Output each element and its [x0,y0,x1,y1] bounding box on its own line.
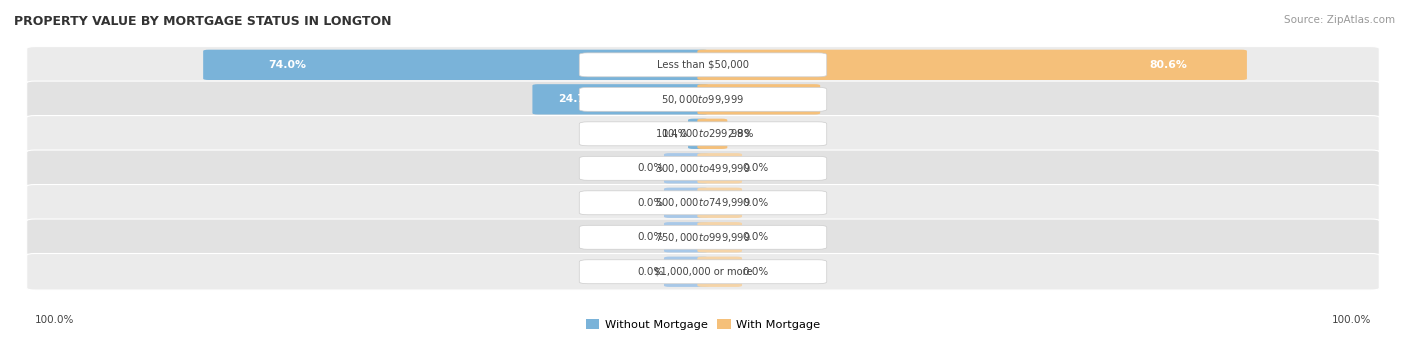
FancyBboxPatch shape [688,119,709,149]
Text: 100.0%: 100.0% [35,315,75,325]
Text: $750,000 to $999,999: $750,000 to $999,999 [655,231,751,244]
FancyBboxPatch shape [533,84,709,115]
Legend: Without Mortgage, With Mortgage: Without Mortgage, With Mortgage [581,314,825,334]
Text: Less than $50,000: Less than $50,000 [657,60,749,70]
Text: 80.6%: 80.6% [1150,60,1188,70]
Text: 24.7%: 24.7% [558,94,596,104]
FancyBboxPatch shape [204,50,709,80]
FancyBboxPatch shape [697,119,727,149]
Text: $1,000,000 or more: $1,000,000 or more [654,267,752,277]
Text: 0.0%: 0.0% [742,232,768,242]
Text: Source: ZipAtlas.com: Source: ZipAtlas.com [1284,15,1395,25]
FancyBboxPatch shape [697,84,820,115]
Text: 0.0%: 0.0% [742,163,768,173]
Text: 0.0%: 0.0% [638,198,664,208]
Text: 0.0%: 0.0% [742,198,768,208]
FancyBboxPatch shape [27,47,1379,83]
Text: $500,000 to $749,999: $500,000 to $749,999 [655,196,751,209]
FancyBboxPatch shape [579,53,827,77]
FancyBboxPatch shape [664,188,709,218]
FancyBboxPatch shape [579,191,827,215]
FancyBboxPatch shape [664,222,709,252]
FancyBboxPatch shape [579,122,827,146]
FancyBboxPatch shape [697,50,1247,80]
Text: 1.4%: 1.4% [662,129,688,139]
FancyBboxPatch shape [579,156,827,180]
FancyBboxPatch shape [579,225,827,249]
Text: $50,000 to $99,999: $50,000 to $99,999 [661,93,745,106]
FancyBboxPatch shape [664,257,709,287]
FancyBboxPatch shape [27,185,1379,221]
FancyBboxPatch shape [27,150,1379,187]
FancyBboxPatch shape [579,87,827,111]
Text: $100,000 to $299,999: $100,000 to $299,999 [655,127,751,140]
Text: 0.0%: 0.0% [742,267,768,277]
FancyBboxPatch shape [664,153,709,184]
Text: 0.0%: 0.0% [638,232,664,242]
Text: $300,000 to $499,999: $300,000 to $499,999 [655,162,751,175]
Text: 2.8%: 2.8% [727,129,754,139]
FancyBboxPatch shape [697,153,742,184]
FancyBboxPatch shape [697,188,742,218]
Text: 100.0%: 100.0% [1331,315,1371,325]
Text: 74.0%: 74.0% [269,60,307,70]
Text: 0.0%: 0.0% [638,267,664,277]
FancyBboxPatch shape [27,219,1379,256]
Text: 16.7%: 16.7% [765,94,803,104]
FancyBboxPatch shape [27,254,1379,290]
FancyBboxPatch shape [579,260,827,284]
FancyBboxPatch shape [27,116,1379,152]
FancyBboxPatch shape [697,257,742,287]
Text: 0.0%: 0.0% [638,163,664,173]
Text: PROPERTY VALUE BY MORTGAGE STATUS IN LONGTON: PROPERTY VALUE BY MORTGAGE STATUS IN LON… [14,15,391,28]
FancyBboxPatch shape [697,222,742,252]
FancyBboxPatch shape [27,81,1379,118]
